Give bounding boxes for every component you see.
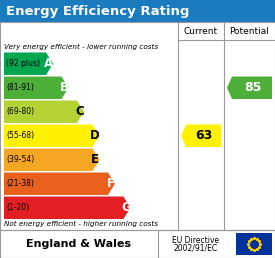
Text: (21-38): (21-38) [6, 179, 34, 188]
Bar [0, 230, 275, 258]
Text: Current: Current [184, 27, 218, 36]
Polygon shape [4, 77, 68, 99]
Polygon shape [4, 101, 84, 123]
Text: (92 plus): (92 plus) [6, 59, 40, 68]
Text: F: F [106, 177, 114, 190]
Text: Energy Efficiency Rating: Energy Efficiency Rating [6, 4, 189, 18]
Text: (55-68): (55-68) [6, 131, 34, 140]
Text: E: E [91, 153, 99, 166]
Text: (81-91): (81-91) [6, 83, 34, 92]
Text: Very energy efficient - lower running costs: Very energy efficient - lower running co… [4, 43, 158, 50]
Text: A: A [44, 57, 53, 70]
Polygon shape [227, 77, 272, 99]
Text: England & Wales: England & Wales [26, 239, 131, 249]
Text: (69-80): (69-80) [6, 107, 34, 116]
Text: D: D [90, 129, 100, 142]
Text: 63: 63 [195, 129, 213, 142]
Polygon shape [181, 125, 221, 147]
Bar [0, 0, 275, 22]
Text: C: C [75, 105, 84, 118]
Text: (1-20): (1-20) [6, 203, 29, 212]
Text: G: G [121, 201, 131, 214]
Text: 85: 85 [244, 81, 261, 94]
Text: B: B [59, 81, 68, 94]
Polygon shape [4, 52, 53, 75]
Polygon shape [4, 173, 115, 195]
Polygon shape [4, 197, 130, 219]
Text: EU Directive: EU Directive [172, 236, 219, 245]
Polygon shape [4, 149, 100, 171]
Text: Potential: Potential [230, 27, 270, 36]
Text: 2002/91/EC: 2002/91/EC [174, 244, 218, 253]
Text: (39-54): (39-54) [6, 155, 34, 164]
Text: Not energy efficient - higher running costs: Not energy efficient - higher running co… [4, 221, 158, 227]
Polygon shape [4, 125, 100, 147]
Bar [236, 233, 272, 255]
